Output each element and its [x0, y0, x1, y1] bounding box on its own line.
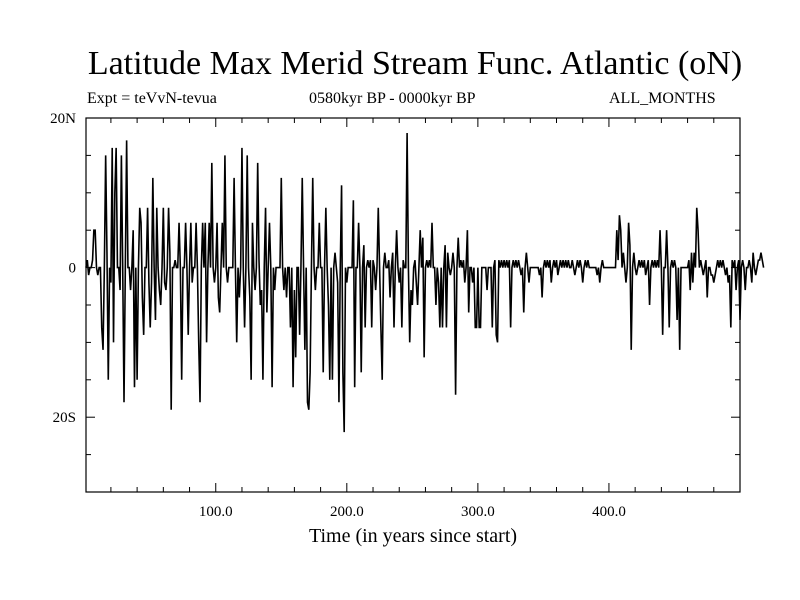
axis-ticks — [86, 117, 740, 493]
x-tick-label: 300.0 — [461, 504, 495, 520]
x-tick-label: 400.0 — [592, 504, 626, 520]
y-tick-label: 0 — [69, 261, 77, 277]
months-label: ALL_MONTHS — [609, 90, 716, 107]
x-tick-label: 100.0 — [199, 504, 233, 520]
series-line — [85, 132, 765, 433]
x-tick-label: 200.0 — [330, 504, 364, 520]
plot-frame — [85, 117, 741, 493]
x-axis-label: Time (in years since start) — [309, 525, 517, 547]
chart-title: Latitude Max Merid Stream Func. Atlantic… — [87, 45, 743, 82]
tick-labels: 100.0 200.0 300.0 400.0 20N 0 20S — [50, 111, 626, 520]
experiment-label: Expt = teVvN-tevua — [87, 90, 217, 107]
period-label: 0580kyr BP - 0000kyr BP — [309, 90, 476, 107]
y-tick-label: 20S — [53, 410, 76, 426]
y-tick-label: 20N — [50, 111, 76, 127]
